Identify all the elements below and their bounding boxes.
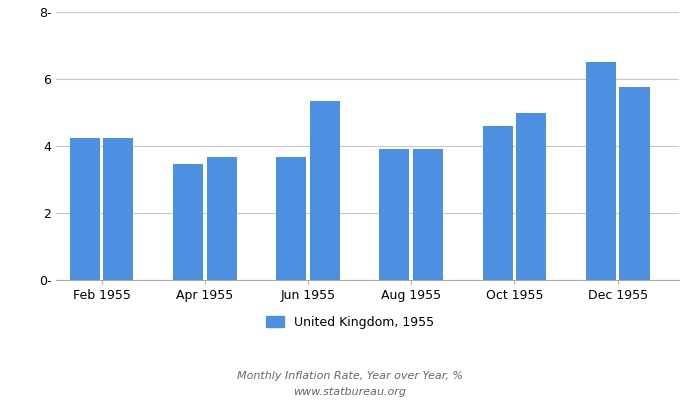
Bar (413, 149, 443, 280)
Bar (276, 157, 306, 280)
Legend: United Kingdom, 1955: United Kingdom, 1955 (260, 311, 440, 334)
Bar (104, 138, 134, 280)
Bar (517, 112, 547, 280)
Bar (586, 62, 616, 280)
Bar (206, 157, 237, 280)
Bar (173, 164, 203, 280)
Bar (310, 102, 340, 280)
Bar (620, 87, 650, 280)
Bar (482, 126, 512, 280)
Bar (379, 149, 410, 280)
Bar (69, 138, 99, 280)
Text: Monthly Inflation Rate, Year over Year, %: Monthly Inflation Rate, Year over Year, … (237, 371, 463, 381)
Text: www.statbureau.org: www.statbureau.org (293, 387, 407, 397)
